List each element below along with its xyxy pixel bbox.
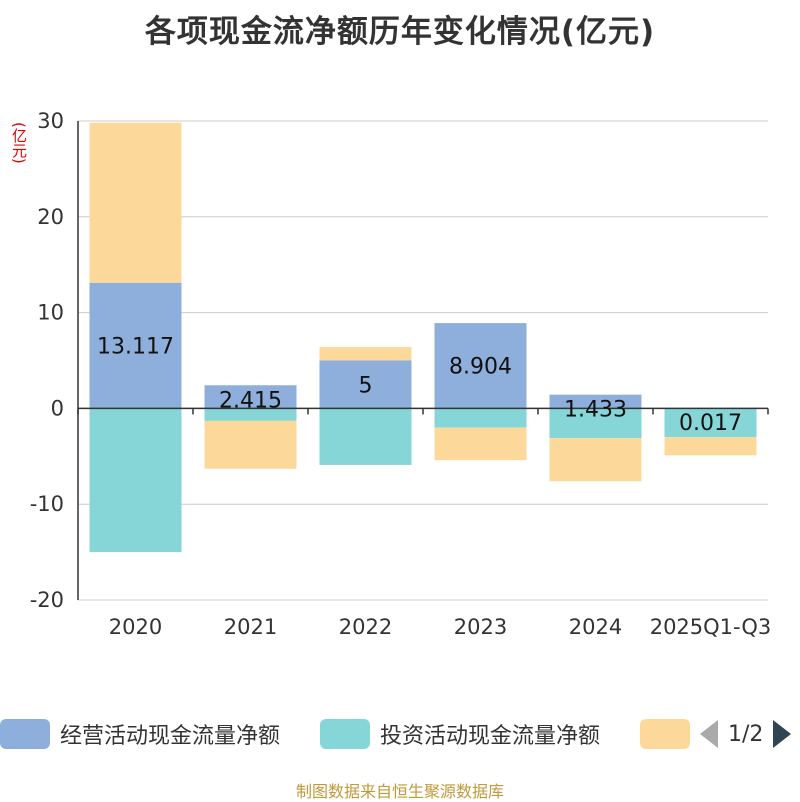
cashflow-bar-chart: 30 20 10 0 -10 -20 13.117 2.415 5 8.904 1.433 0.017…	[0, 0, 800, 700]
y-tick-label: -10	[30, 492, 64, 516]
bar-investing-2022	[320, 408, 412, 465]
legend-swatch-operating	[0, 719, 50, 749]
data-label-2021: 2.415	[219, 388, 282, 413]
bar-financing-2025Q1-Q3	[665, 437, 757, 455]
data-label-2025Q1-Q3: 0.017	[679, 411, 742, 436]
legend-page-indicator: 1/2	[728, 722, 763, 747]
y-tick-label: 20	[37, 205, 64, 229]
y-tick-label: 10	[37, 301, 64, 325]
bar-investing-2020	[90, 408, 182, 552]
source-footer: 制图数据来自恒生聚源数据库	[0, 778, 800, 802]
x-tick-label: 2022	[339, 615, 392, 639]
y-tick-label: -20	[30, 588, 64, 612]
bar-financing-2020	[90, 123, 182, 283]
bar-investing-2023	[435, 408, 527, 427]
legend-item-operating[interactable]: 经营活动现金流量净额	[0, 716, 280, 752]
bar-financing-2021	[205, 421, 297, 469]
data-label-2020: 13.117	[97, 335, 174, 360]
data-label-2022: 5	[359, 373, 373, 398]
legend-item-investing[interactable]: 投资活动现金流量净额	[320, 716, 600, 752]
bar-financing-2024	[550, 438, 642, 481]
x-tick-label: 2020	[109, 615, 162, 639]
data-label-2024: 1.433	[564, 398, 627, 423]
x-tick-label: 2024	[569, 615, 622, 639]
y-tick-label: 0	[51, 396, 64, 420]
x-tick-label: 2023	[454, 615, 507, 639]
legend-prev-arrow-icon[interactable]	[700, 720, 718, 748]
legend-item-financing[interactable]	[640, 716, 700, 752]
x-tick-label: 2021	[224, 615, 277, 639]
bar-financing-2022	[320, 347, 412, 360]
legend-label-operating: 经营活动现金流量净额	[60, 718, 280, 750]
data-label-2023: 8.904	[449, 355, 512, 380]
x-tick-label: 2025Q1-Q3	[650, 615, 772, 639]
y-tick-label: 30	[37, 109, 64, 133]
legend-pager: 1/2	[700, 716, 791, 752]
bar-financing-2023	[435, 428, 527, 461]
legend-swatch-financing	[640, 719, 690, 749]
legend: 经营活动现金流量净额 投资活动现金流量净额 1/2	[0, 716, 800, 752]
legend-next-arrow-icon[interactable]	[773, 720, 791, 748]
legend-swatch-investing	[320, 719, 370, 749]
legend-label-investing: 投资活动现金流量净额	[380, 718, 600, 750]
